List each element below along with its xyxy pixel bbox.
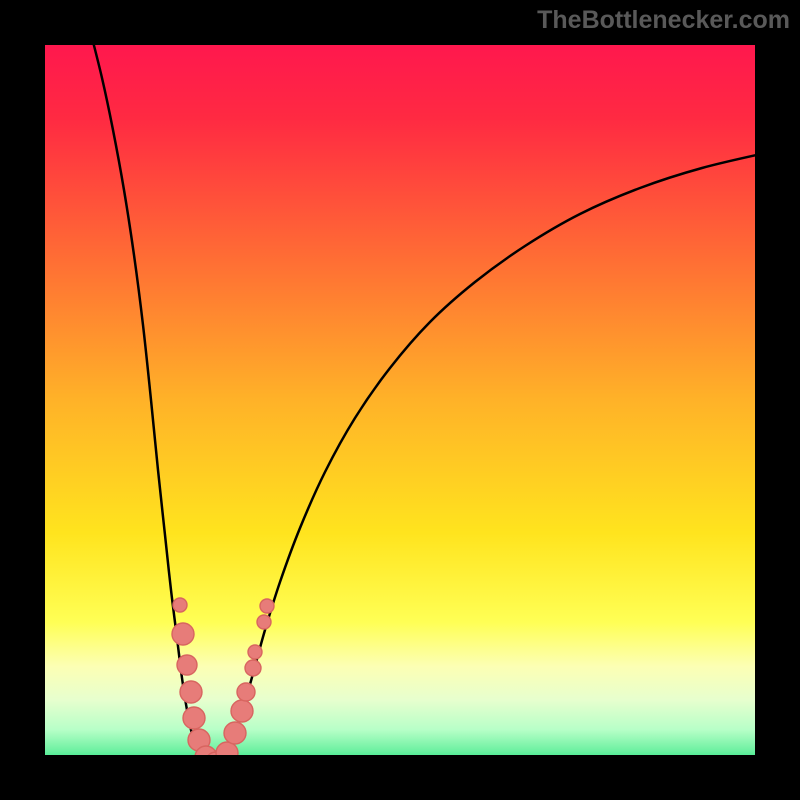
black-frame xyxy=(15,15,785,785)
stage: TheBottlenecker.com xyxy=(0,0,800,800)
watermark-text: TheBottlenecker.com xyxy=(537,6,790,35)
